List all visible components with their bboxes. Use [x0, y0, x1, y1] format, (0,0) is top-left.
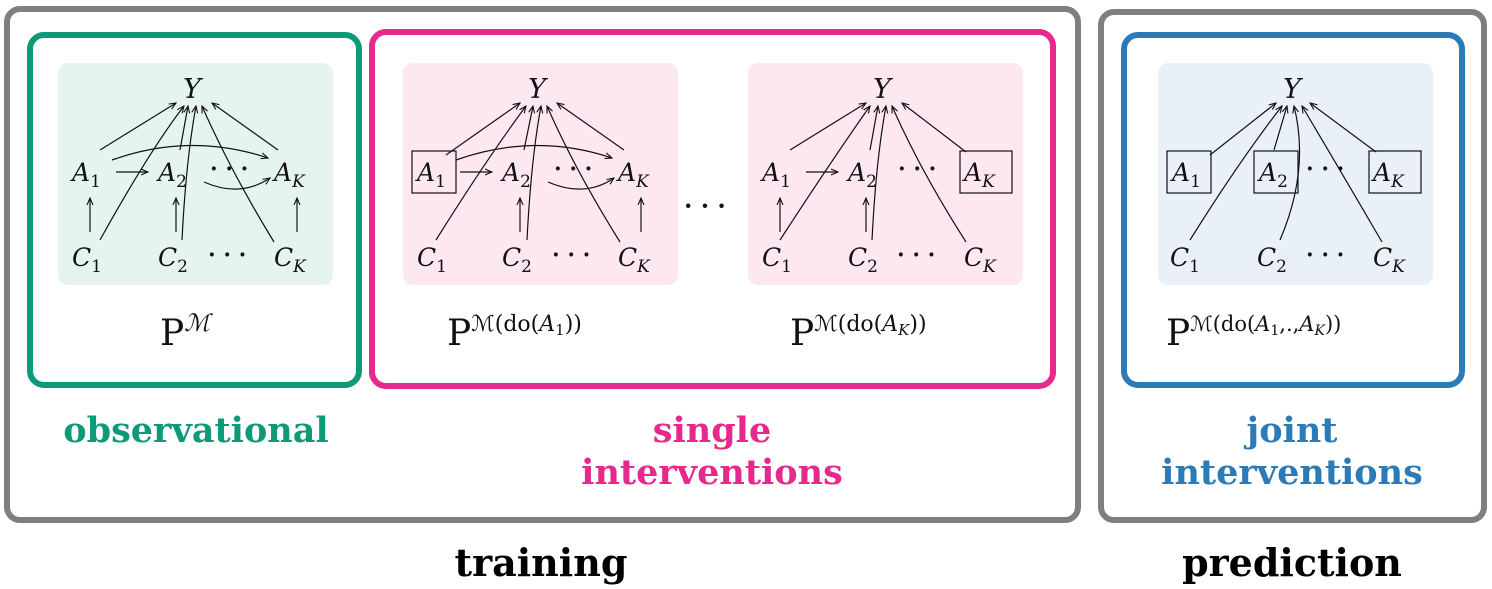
prediction-label: prediction	[1182, 540, 1402, 585]
node-AK: AK	[1371, 158, 1405, 192]
single-interventions-panel-frame	[369, 29, 1056, 389]
node-A1: A1	[1170, 158, 1201, 192]
node-dots: · · ·	[208, 242, 246, 268]
observational-distribution: Pℳ	[160, 309, 213, 354]
observational-nodes: Y A1 A2 · · · AK C1 C2 · · · CK	[70, 74, 307, 277]
node-A2: A2	[846, 158, 877, 192]
node-A2: A2	[1257, 158, 1288, 192]
node-A1: A1	[415, 158, 446, 192]
joint-interventions-panel-frame	[1121, 32, 1465, 388]
intervened-A1-box	[1166, 150, 1212, 194]
node-dots: · · ·	[552, 242, 590, 268]
observational-graph-bg	[58, 63, 333, 285]
node-CK: CK	[618, 243, 651, 277]
intervened-A1-box	[411, 150, 457, 194]
node-AK: AK	[616, 158, 650, 192]
node-AK: AK	[272, 158, 306, 192]
node-dots: · · ·	[1306, 242, 1344, 268]
node-Y: Y	[1283, 74, 1303, 105]
node-C2: C2	[1257, 243, 1287, 277]
node-dots: · · ·	[898, 156, 936, 182]
single-interventions-label-line1: single	[653, 410, 771, 451]
single-K-graph-bg	[748, 63, 1023, 285]
node-C1: C1	[762, 243, 792, 277]
node-C1: C1	[72, 243, 102, 277]
observational-graph	[90, 103, 297, 243]
joint-interventions-label-line2: interventions	[1161, 452, 1423, 493]
node-Y: Y	[183, 74, 203, 105]
node-dots: · · ·	[897, 242, 935, 268]
observational-panel-frame	[27, 32, 362, 388]
single-interventions-label-line2: interventions	[581, 452, 843, 493]
node-Y: Y	[528, 74, 548, 105]
single-1-nodes: Y A1 A2 · · · AK C1 C2 · · · CK	[415, 74, 651, 277]
single-K-nodes: Y A1 A2 · · · AK C1 C2 · · · CK	[760, 74, 997, 277]
training-label: training	[455, 540, 628, 585]
node-dots: · · ·	[1306, 156, 1344, 182]
intervened-A2-box	[1253, 150, 1299, 194]
single-1-distribution: Pℳ(do(A1))	[447, 312, 582, 354]
node-C2: C2	[502, 243, 532, 277]
node-CK: CK	[964, 243, 997, 277]
prediction-group-frame	[1098, 9, 1487, 523]
intervened-AK-box	[959, 150, 1013, 194]
joint-graph-bg	[1158, 63, 1433, 285]
single-1-graph	[435, 103, 641, 243]
intervened-AK-box	[1368, 150, 1422, 194]
joint-nodes: Y A1 A2 · · · AK C1 C2 · · · CK	[1170, 74, 1406, 277]
node-dots: · · ·	[554, 156, 592, 182]
single-1-graph-bg	[403, 63, 678, 285]
node-A2: A2	[500, 158, 531, 192]
node-AK: AK	[962, 158, 996, 192]
training-group-frame	[4, 6, 1081, 523]
node-C1: C1	[417, 243, 447, 277]
node-A2: A2	[156, 158, 187, 192]
node-C2: C2	[158, 243, 188, 277]
node-CK: CK	[1373, 243, 1406, 277]
node-dots: · · ·	[210, 156, 248, 182]
single-K-distribution: Pℳ(do(AK))	[790, 312, 927, 354]
joint-distribution: Pℳ(do(A1,.,AK))	[1166, 312, 1341, 354]
joint-interventions-label-line1: joint	[1244, 410, 1338, 451]
node-C2: C2	[848, 243, 878, 277]
single-panels-ellipsis: · · ·	[684, 191, 726, 220]
single-K-graph	[780, 103, 967, 243]
observational-label: observational	[63, 410, 328, 451]
node-CK: CK	[274, 243, 307, 277]
node-A1: A1	[760, 158, 791, 192]
node-Y: Y	[873, 74, 893, 105]
node-C1: C1	[1170, 243, 1200, 277]
node-A1: A1	[70, 158, 101, 192]
